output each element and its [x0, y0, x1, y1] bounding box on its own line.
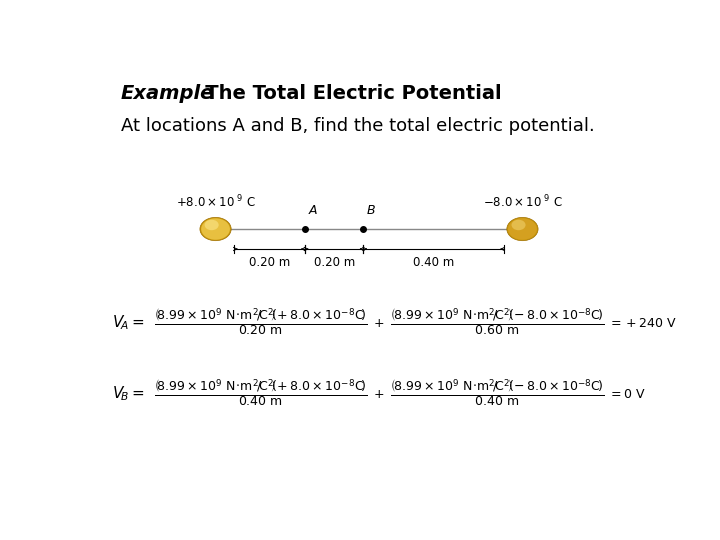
Text: The Total Electric Potential: The Total Electric Potential [185, 84, 502, 103]
Circle shape [200, 218, 231, 241]
Text: At locations A and B, find the total electric potential.: At locations A and B, find the total ele… [121, 117, 595, 135]
Text: $V_{\!A}=$: $V_{\!A}=$ [112, 313, 145, 332]
Text: $A$: $A$ [307, 205, 318, 218]
Circle shape [511, 220, 526, 230]
Circle shape [201, 218, 230, 240]
Text: 0.20 m: 0.20 m [249, 256, 290, 269]
Text: 0.20 m: 0.20 m [313, 256, 355, 269]
Text: $\dfrac{\left(\!8.99\times10^9\ \mathrm{N\!\cdot\!m^2\!/\!C^2}\!\right)\!\!\left: $\dfrac{\left(\!8.99\times10^9\ \mathrm{… [154, 377, 646, 409]
Text: 0.40 m: 0.40 m [413, 256, 454, 269]
Text: Example: Example [121, 84, 214, 103]
Text: $B$: $B$ [366, 205, 376, 218]
Text: $\dfrac{\left(\!8.99\times10^9\ \mathrm{N\!\cdot\!m^2\!/\!C^2}\!\right)\!\!\left: $\dfrac{\left(\!8.99\times10^9\ \mathrm{… [154, 307, 678, 339]
Text: $+8.0\times10^{\ 9}\ \mathrm{C}$: $+8.0\times10^{\ 9}\ \mathrm{C}$ [176, 193, 256, 210]
Circle shape [204, 220, 219, 230]
Text: $-8.0\times10^{\ 9}\ \mathrm{C}$: $-8.0\times10^{\ 9}\ \mathrm{C}$ [482, 193, 562, 210]
Circle shape [507, 218, 538, 241]
Circle shape [508, 218, 537, 240]
Text: $V_{\!B}=$: $V_{\!B}=$ [112, 384, 145, 403]
